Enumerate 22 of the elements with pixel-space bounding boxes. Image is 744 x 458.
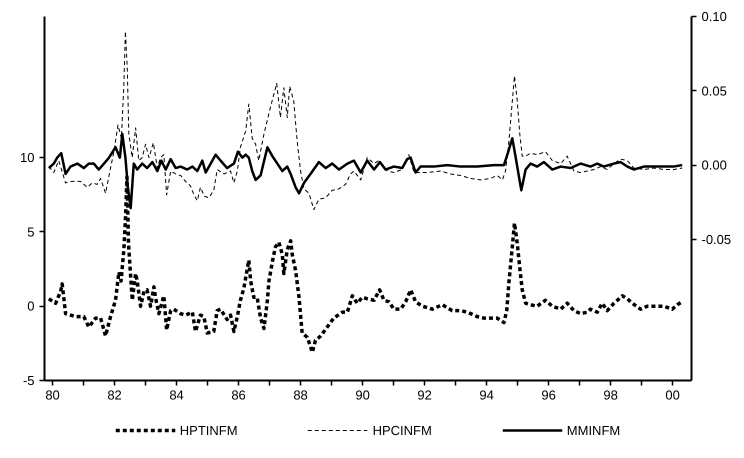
y2-tick-label: -0.05 [702,232,732,247]
x-tick-label: 98 [603,388,618,402]
x-tick-label: 00 [665,388,680,402]
y2-tick-label: 0.10 [702,9,727,24]
x-tick-label: 94 [479,388,494,402]
x-tick-label: 86 [231,388,246,402]
x-tick-label: 80 [45,388,60,402]
legend-label: HPCINFM [372,422,432,438]
x-tick-label: 88 [293,388,308,402]
legend-label: MMINFM [566,422,620,438]
x-tick-label: 96 [541,388,556,402]
legend-label: HPTINFM [180,422,238,438]
x-tick-label: 82 [107,388,122,402]
y-tick-label: 0 [27,298,35,314]
y-tick-label: 5 [27,224,35,240]
y-tick-label: -5 [22,373,35,388]
x-tick-label: 84 [169,388,184,402]
y2-tick-label: 0.05 [702,83,727,98]
y2-tick-label: 0.00 [702,158,727,173]
y-tick-label: 10 [20,150,35,166]
x-tick-label: 90 [355,388,370,402]
x-tick-label: 92 [417,388,432,402]
